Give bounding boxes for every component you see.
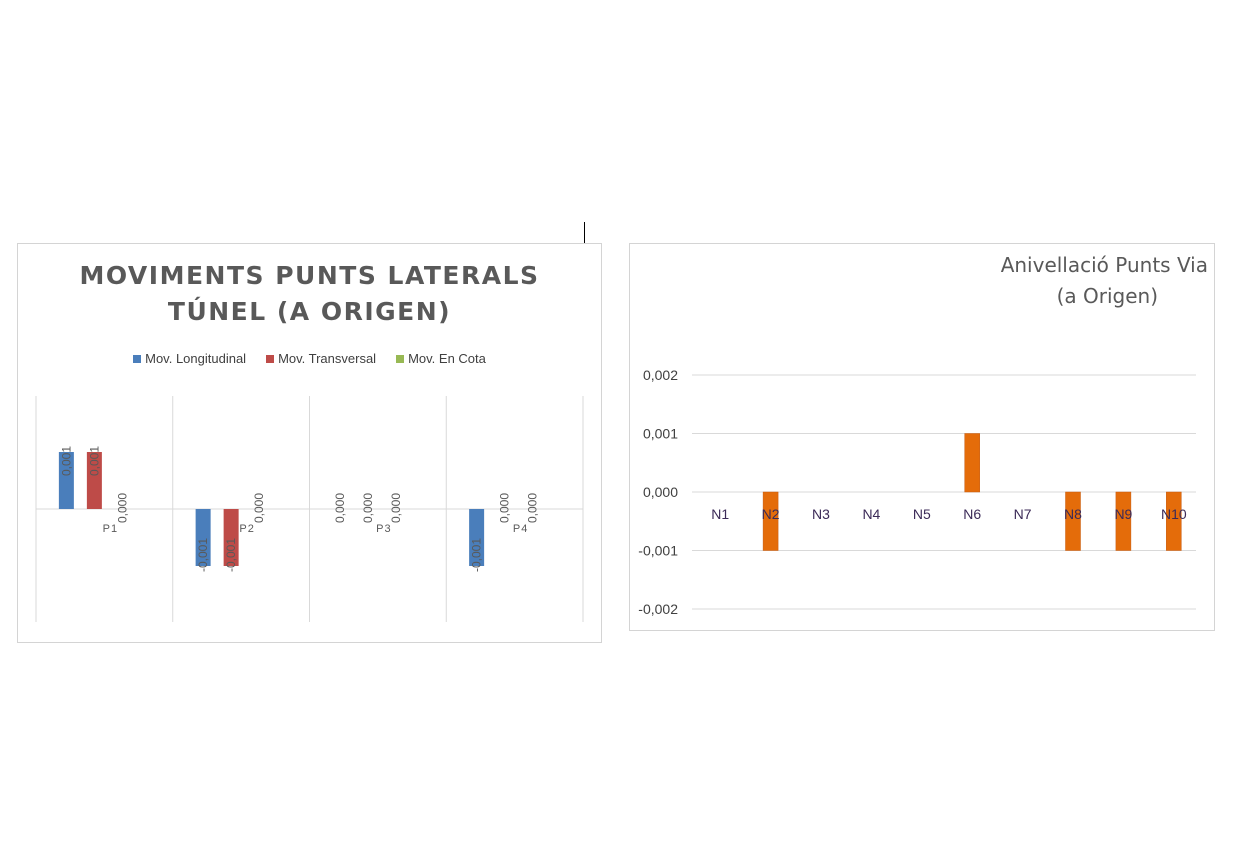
- legend-item-en-cota: Mov. En Cota: [396, 351, 486, 366]
- category-label: P4: [513, 523, 528, 535]
- category-label: N5: [913, 506, 931, 522]
- chart-legend: Mov. Longitudinal Mov. Transversal Mov. …: [18, 351, 601, 366]
- chart-title-line-1: Anivellació Punts Via: [1000, 253, 1208, 277]
- y-tick-label: 0,002: [643, 367, 678, 383]
- data-label: 0,000: [526, 493, 540, 523]
- text-cursor: [584, 222, 585, 246]
- bar-n6: [964, 433, 980, 493]
- data-label: 0,001: [87, 446, 101, 476]
- data-label: -0,001: [470, 538, 484, 572]
- category-label: N3: [812, 506, 830, 522]
- data-label: -0,001: [224, 538, 238, 572]
- data-label: 0,000: [361, 493, 375, 523]
- y-tick-label: 0,001: [643, 426, 678, 442]
- bar-p2-series-2: [223, 509, 239, 566]
- category-label: N4: [862, 506, 880, 522]
- legend-swatch: [266, 354, 275, 363]
- bar-p1-series-2: [86, 452, 102, 509]
- bar-n9: [1115, 491, 1132, 551]
- bar-p1-series-1: [58, 452, 74, 509]
- bar-p2-series-1: [195, 509, 211, 566]
- legend-swatch: [396, 354, 405, 363]
- category-label: N7: [1014, 506, 1032, 522]
- chart-title-line-2: (a Origen): [1056, 284, 1158, 308]
- category-label: N8: [1064, 506, 1082, 522]
- chart-title-line-2: TÚNEL (A ORIGEN): [167, 297, 452, 326]
- bar-n8: [1065, 491, 1081, 551]
- data-label: -0,001: [196, 538, 210, 572]
- category-label: N2: [762, 506, 780, 522]
- bar-n2: [762, 491, 779, 551]
- chart-title-line-1: MOVIMENTS PUNTS LATERALS: [79, 261, 540, 290]
- legend-swatch: [133, 354, 142, 363]
- bar-n10: [1166, 491, 1182, 551]
- legend-item-longitudinal: Mov. Longitudinal: [133, 351, 246, 366]
- y-tick-label: 0,000: [643, 484, 678, 500]
- chart-plot-area: 0,002 0,001 0,000 -0,001 -0,002 N1 N2 N3 N4 N5 N6 N…: [638, 367, 1196, 617]
- data-label: 0,000: [252, 493, 266, 523]
- category-label: N6: [963, 506, 981, 522]
- category-label: N10: [1161, 506, 1187, 522]
- legend-label: Mov. Longitudinal: [145, 351, 247, 366]
- data-label: 0,001: [59, 446, 73, 476]
- category-label: N1: [711, 506, 729, 522]
- legend-item-transversal: Mov. Transversal: [266, 351, 376, 366]
- chart-track-levelling: 0,002 0,001 0,000 -0,001 -0,002 N1 N2 N3 N4 N5 N6 N…: [629, 243, 1215, 631]
- category-label: P2: [239, 523, 254, 535]
- data-label: 0,000: [498, 493, 512, 523]
- y-tick-label: -0,002: [638, 601, 678, 617]
- bar-p4-series-1: [469, 509, 485, 566]
- category-label: P3: [376, 523, 391, 535]
- data-label: 0,000: [115, 493, 129, 523]
- data-label: 0,000: [333, 493, 347, 523]
- category-label: N9: [1114, 506, 1132, 522]
- legend-label: Mov. Transversal: [278, 351, 377, 366]
- category-label: P1: [103, 523, 118, 535]
- legend-label: Mov. En Cota: [408, 351, 486, 366]
- data-label: 0,000: [389, 493, 403, 523]
- y-tick-label: -0,001: [638, 543, 678, 559]
- chart-lateral-movements: MOVIMENTS PUNTS LATERALS TÚNEL (A ORIGEN…: [17, 243, 602, 643]
